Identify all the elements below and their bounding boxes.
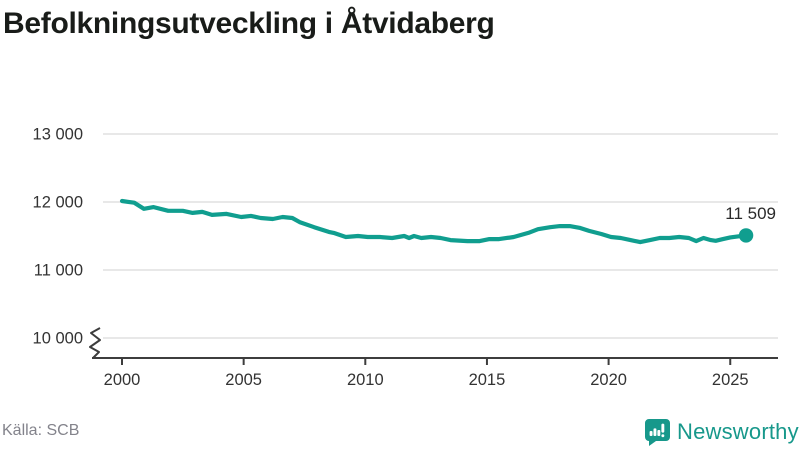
axis-break-icon	[89, 327, 101, 359]
x-axis-tick-label: 2025	[712, 371, 749, 389]
x-axis-tick-label: 2005	[225, 371, 262, 389]
population-line-chart: 13 000 12 000 11 000 10 000 2000 2005 2010 2015…	[33, 126, 778, 389]
newsworthy-logo-text: Newsworthy	[677, 419, 799, 444]
latest-value-dot	[738, 228, 754, 243]
x-axis-tick-label: 2010	[347, 371, 384, 389]
x-axis-tick-label: 2000	[104, 371, 141, 389]
source-caption: Källa: SCB	[2, 422, 80, 439]
x-axis-tick-label: 2015	[469, 371, 506, 389]
page-title: Befolkningsutveckling i Åtvidaberg	[3, 7, 495, 40]
latest-value-label: 11 509	[725, 204, 776, 223]
y-axis-tick-label: 10 000	[33, 330, 83, 348]
x-axis-tick-label: 2020	[590, 371, 627, 389]
newsworthy-logo-icon	[644, 418, 670, 447]
newsworthy-logo[interactable]: Newsworthy	[644, 417, 799, 447]
y-axis-tick-label: 13 000	[33, 126, 83, 144]
population-line-series	[119, 198, 749, 245]
y-axis-tick-label: 12 000	[33, 194, 83, 212]
y-axis-tick-label: 11 000	[34, 262, 83, 280]
